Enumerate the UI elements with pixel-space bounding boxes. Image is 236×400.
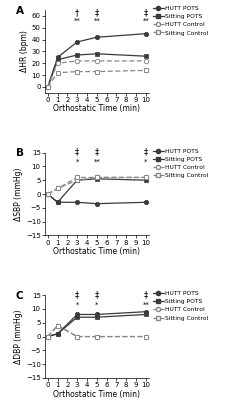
- X-axis label: Orthostatic Time (min): Orthostatic Time (min): [53, 104, 140, 114]
- Y-axis label: ΔSBP (mmHg): ΔSBP (mmHg): [14, 167, 23, 221]
- Legend: HUTT POTS, Sitting POTS, HUTT Control, Sitting Control: HUTT POTS, Sitting POTS, HUTT Control, S…: [153, 291, 209, 321]
- Text: ‡: ‡: [75, 148, 79, 157]
- Text: **: **: [142, 302, 149, 308]
- Text: ‡: ‡: [144, 148, 148, 157]
- Text: A: A: [16, 6, 24, 16]
- Legend: HUTT POTS, Sitting POTS, HUTT Control, Sitting Control: HUTT POTS, Sitting POTS, HUTT Control, S…: [153, 6, 209, 36]
- X-axis label: Orthostatic Time (min): Orthostatic Time (min): [53, 247, 140, 256]
- Text: C: C: [16, 291, 23, 301]
- Text: *: *: [76, 302, 79, 308]
- X-axis label: Orthostatic Time (min): Orthostatic Time (min): [53, 390, 140, 398]
- Y-axis label: ΔDBP (mmHg): ΔDBP (mmHg): [14, 309, 23, 364]
- Text: ‡: ‡: [75, 290, 79, 299]
- Text: **: **: [93, 159, 100, 165]
- Text: **: **: [74, 18, 80, 24]
- Text: *: *: [76, 159, 79, 165]
- Text: ‡: ‡: [144, 8, 148, 17]
- Text: †: †: [75, 8, 79, 17]
- Text: ‡: ‡: [95, 290, 99, 299]
- Text: ‡: ‡: [95, 8, 99, 17]
- Y-axis label: ΔHR (bpm): ΔHR (bpm): [20, 30, 29, 72]
- Legend: HUTT POTS, Sitting POTS, HUTT Control, Sitting Control: HUTT POTS, Sitting POTS, HUTT Control, S…: [153, 148, 209, 178]
- Text: *: *: [144, 159, 148, 165]
- Text: B: B: [16, 148, 24, 158]
- Text: ‡: ‡: [144, 290, 148, 299]
- Text: ‡: ‡: [95, 148, 99, 157]
- Text: *: *: [95, 302, 98, 308]
- Text: **: **: [142, 18, 149, 24]
- Text: **: **: [93, 18, 100, 24]
